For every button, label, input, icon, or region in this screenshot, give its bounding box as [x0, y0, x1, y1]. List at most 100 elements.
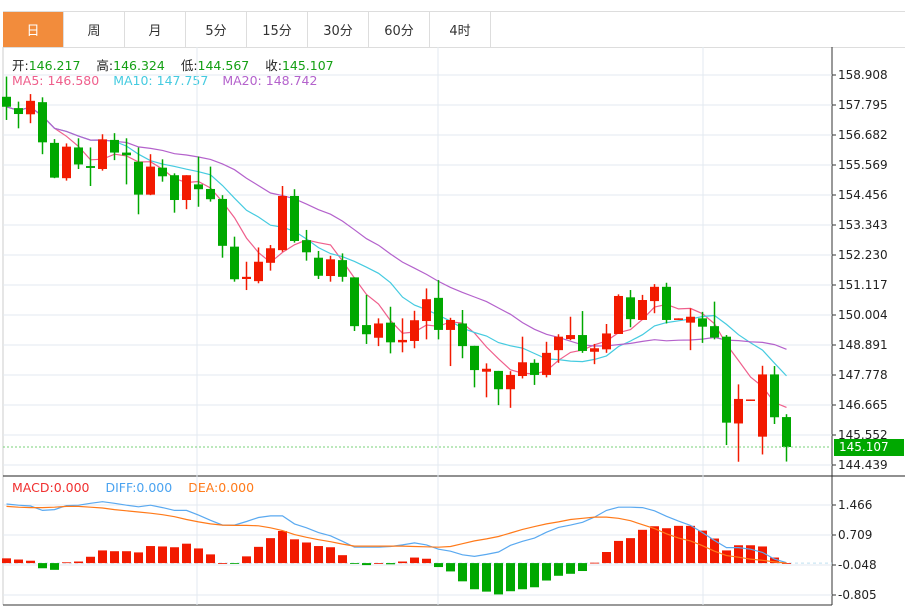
tab-4[interactable]: 15分	[247, 12, 308, 47]
candle-body	[506, 374, 515, 390]
macd-histogram-bar	[314, 546, 323, 564]
candle	[746, 399, 755, 401]
candle	[170, 173, 179, 213]
low-label: 低:	[180, 58, 198, 73]
macd-histogram-bar	[134, 552, 143, 564]
high-label: 高:	[96, 58, 114, 73]
price-tick-label: 158.908	[838, 68, 888, 82]
macd-histogram-bar	[566, 563, 575, 574]
candle	[758, 365, 767, 455]
tab-1[interactable]: 周	[64, 12, 125, 47]
candle-body	[614, 295, 623, 334]
candle	[254, 247, 263, 284]
candle-body	[206, 188, 215, 200]
candle-body	[530, 362, 539, 375]
candle-body	[638, 300, 647, 320]
tab-2[interactable]: 月	[125, 12, 186, 47]
tab-6[interactable]: 60分	[369, 12, 430, 47]
macd-histogram-bar	[650, 526, 659, 564]
candle-body	[134, 161, 143, 195]
candle-body	[650, 286, 659, 302]
macd-histogram-bar	[290, 539, 299, 564]
candle-body	[746, 399, 755, 401]
macd-tick-label: 1.466	[838, 498, 872, 512]
macd-histogram-bar	[674, 525, 683, 564]
candle	[278, 185, 287, 252]
candle	[122, 138, 131, 185]
ma20-line	[6, 106, 787, 350]
macd-readout: MACD:0.000 DIFF:0.000 DEA:0.000	[12, 480, 254, 495]
candle-body	[422, 299, 431, 322]
candle-body	[698, 318, 707, 327]
price-tick-label: 153.343	[838, 218, 888, 232]
price-tick-label: 146.665	[838, 398, 888, 412]
tab-5[interactable]: 30分	[308, 12, 369, 47]
macd-histogram-bar	[218, 563, 227, 564]
candle-body	[314, 257, 323, 276]
tab-3[interactable]: 5分	[186, 12, 247, 47]
candle	[410, 310, 419, 349]
diff-value: 0.000	[136, 480, 173, 495]
macd-histogram-bar	[770, 557, 779, 564]
candle	[158, 159, 167, 182]
candle-body	[14, 108, 23, 115]
macd-histogram-bar	[2, 558, 11, 564]
candle	[566, 316, 575, 341]
candle-body	[350, 277, 359, 327]
candle	[218, 195, 227, 258]
candle-body	[374, 323, 383, 338]
price-tick-label: 151.117	[838, 278, 888, 292]
candle-body	[182, 175, 191, 201]
candle-body	[122, 152, 131, 156]
macd-histogram-bar	[686, 525, 695, 564]
macd-histogram-bar	[578, 563, 587, 572]
candle-body	[2, 96, 11, 107]
candle-body	[302, 240, 311, 253]
candle	[14, 101, 23, 129]
candle-body	[74, 147, 83, 165]
candle-body	[662, 286, 671, 320]
price-tick-label: 144.439	[838, 458, 888, 472]
candle	[638, 294, 647, 320]
ma5-value: 146.580	[47, 73, 100, 88]
candle	[62, 143, 71, 181]
candle	[146, 154, 155, 196]
macd-histogram-bar	[602, 552, 611, 564]
macd-histogram-bar	[614, 540, 623, 564]
low-value: 144.567	[197, 58, 250, 73]
open-value: 146.217	[28, 58, 81, 73]
candle-body	[386, 322, 395, 343]
candle-body	[410, 320, 419, 341]
candle	[374, 318, 383, 347]
macd-histogram-bar	[470, 563, 479, 590]
candle	[302, 229, 311, 261]
candle-body	[554, 336, 563, 351]
candle	[290, 189, 299, 243]
macd-histogram-bar	[74, 561, 83, 564]
tab-0[interactable]: 日	[3, 12, 64, 47]
candle	[38, 97, 47, 155]
candle	[230, 236, 239, 282]
candle-body	[26, 100, 35, 115]
price-tick-label: 156.682	[838, 128, 888, 142]
macd-tick-label: 0.709	[838, 528, 872, 542]
candle-body	[770, 374, 779, 418]
macd-histogram-bar	[518, 563, 527, 590]
macd-histogram-bar	[50, 563, 59, 570]
macd-histogram-bar	[206, 554, 215, 564]
macd-histogram-bar	[266, 538, 275, 564]
macd-histogram-bar	[482, 563, 491, 592]
candle	[134, 147, 143, 215]
macd-histogram-bar	[38, 563, 47, 569]
close-label: 收:	[265, 58, 282, 73]
price-tick-label: 157.795	[838, 98, 888, 112]
macd-tick-label: -0.048	[838, 558, 877, 572]
candle	[446, 317, 455, 367]
macd-histogram-bar	[158, 546, 167, 564]
macd-histogram-bar	[242, 556, 251, 564]
candle	[2, 76, 11, 120]
candle-body	[734, 398, 743, 424]
tab-7[interactable]: 4时	[430, 12, 491, 47]
candle	[482, 363, 491, 398]
